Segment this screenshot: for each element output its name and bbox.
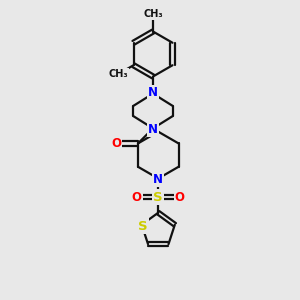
Text: O: O (132, 190, 142, 204)
Text: S: S (138, 220, 148, 233)
Text: N: N (153, 173, 163, 186)
Text: N: N (148, 86, 158, 99)
Text: S: S (154, 190, 163, 204)
Text: O: O (111, 137, 121, 150)
Text: N: N (148, 123, 158, 136)
Text: O: O (175, 190, 185, 204)
Text: CH₃: CH₃ (143, 9, 163, 20)
Text: CH₃: CH₃ (109, 69, 128, 79)
